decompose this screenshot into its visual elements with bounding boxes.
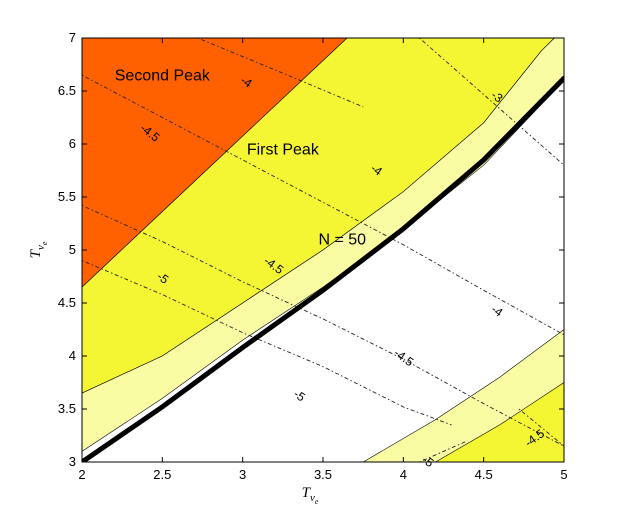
contour-line-5 [419,440,468,462]
y-tick-label: 5.5 [58,189,76,204]
y-tick-label: 7 [69,30,76,45]
x-tick-label: 3.5 [314,467,332,482]
y-tick-label: 3 [69,454,76,469]
x-axis-ticks: 2 2.5 3 3.5 4 4.5 5 [78,38,568,482]
contour-line-3 [82,260,452,426]
contour-line-2 [82,205,564,447]
y-tick-label: 4.5 [58,295,76,310]
y-tick-label: 3.5 [58,401,76,416]
n50-curve-group [82,75,564,462]
x-axis-label: Tνe [302,485,319,506]
y-tick-label: 6 [69,136,76,151]
contour-line-6 [518,408,564,447]
y-axis-label: Tνe [28,241,49,258]
contour-line-4 [419,38,564,166]
contour-line-1 [82,74,564,336]
y-tick-label: 5 [69,242,76,257]
n50-label: N = 50 [318,232,366,249]
region-band [82,38,564,452]
x-tick-label: 4.5 [475,467,493,482]
filled-regions [82,38,564,462]
region-lower-peak [434,382,564,462]
x-tick-label: 5 [560,467,567,482]
y-tick-label: 6.5 [58,83,76,98]
y-tick-label: 4 [69,348,76,363]
region-label-first-peak: First Peak [247,142,320,159]
region-label-second-peak: Second Peak [115,67,211,84]
contour-line-0 [197,38,364,108]
x-tick-label: 2 [78,467,85,482]
n50-curve [82,75,564,462]
dotted-contours [82,38,564,462]
y-axis-ticks: 3 3.5 4 4.5 5 5.5 6 6.5 7 [58,30,564,469]
x-tick-label: 3 [239,467,246,482]
x-tick-label: 4 [400,467,407,482]
x-tick-label: 2.5 [153,467,171,482]
